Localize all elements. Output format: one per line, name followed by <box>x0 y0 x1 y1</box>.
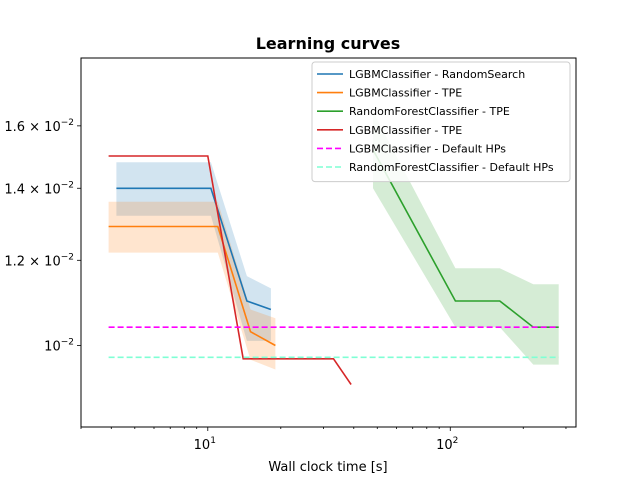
y-tick-label-1: 1.2 × 10−2 <box>4 252 74 269</box>
legend-label-5: RandomForestClassifier - Default HPs <box>349 161 554 174</box>
series-band-1 <box>108 201 276 370</box>
legend-label-3: LGBMClassifier - TPE <box>349 124 462 137</box>
series-line-1 <box>108 225 276 347</box>
x-axis-ticks: 101 102 <box>80 427 567 453</box>
legend-frame <box>311 61 571 183</box>
legend-label-2: RandomForestClassifier - TPE <box>349 105 510 118</box>
x-tick-label-1: 102 <box>436 436 458 453</box>
y-axis-ticks: 10−2 1.2 × 10−2 1.4 × 10−2 1.6 × 10−2 <box>4 118 81 355</box>
chart-title: Learning curves <box>256 34 401 53</box>
series-line-0 <box>116 187 272 311</box>
legend-label-1: LGBMClassifier - TPE <box>349 87 462 100</box>
series-line-3 <box>108 155 352 385</box>
y-tick-label-2: 1.4 × 10−2 <box>4 180 74 197</box>
legend-label-4: LGBMClassifier - Default HPs <box>349 142 506 155</box>
y-tick-label-0: 10−2 <box>44 338 74 355</box>
series-lines <box>108 149 559 385</box>
series-band-2 <box>373 111 559 365</box>
y-tick-label-3: 1.6 × 10−2 <box>4 118 74 135</box>
x-tick-label-0: 101 <box>194 436 216 453</box>
series-band-0 <box>116 162 271 341</box>
plot-frame <box>80 57 577 428</box>
x-axis-label: Wall clock time [s] <box>268 460 387 475</box>
legend: LGBMClassifier - RandomSearch LGBMClassif… <box>311 61 571 183</box>
legend-label-0: LGBMClassifier - RandomSearch <box>349 68 525 81</box>
confidence-bands <box>108 111 559 370</box>
